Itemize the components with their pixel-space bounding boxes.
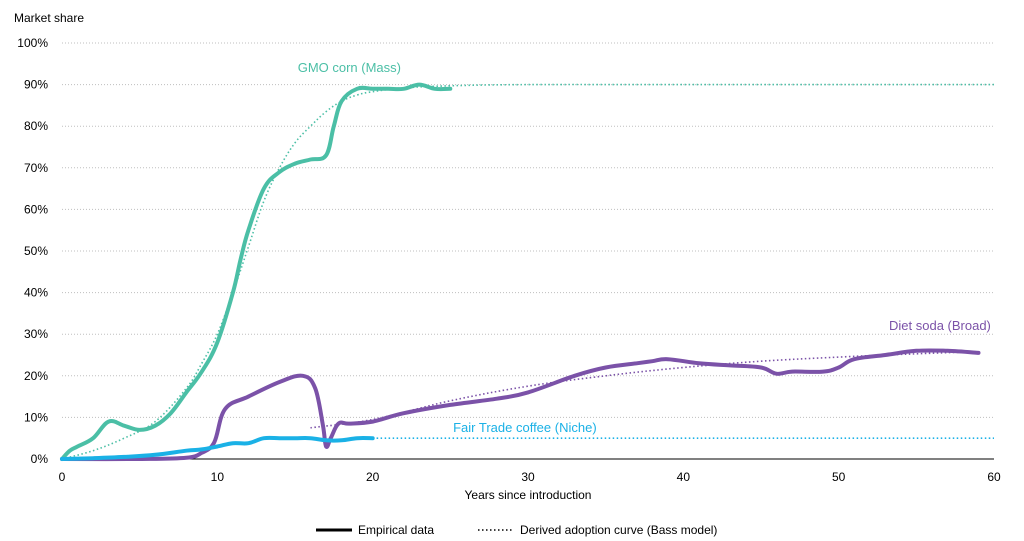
y-tick-label: 0% xyxy=(31,452,49,466)
diet-soda-empirical-line xyxy=(60,348,981,462)
legend-label-empirical: Empirical data xyxy=(358,523,434,537)
y-tick-label: 90% xyxy=(24,78,48,92)
gmo-corn-bass-curve xyxy=(61,83,994,460)
series-labels: GMO corn (Mass) Diet soda (Broad) Fair Tra… xyxy=(298,60,991,435)
gridlines xyxy=(62,42,994,418)
y-tick-label: 20% xyxy=(24,369,48,383)
x-tick-label: 50 xyxy=(832,470,846,484)
y-tick-labels: 0% 10% 20% 30% 40% 50% 60% 70% 80% 90% 100% xyxy=(17,36,48,466)
gmo-corn-label: GMO corn (Mass) xyxy=(298,60,401,75)
fair-trade-coffee-label: Fair Trade coffee (Niche) xyxy=(453,420,597,435)
y-tick-label: 80% xyxy=(24,119,48,133)
x-tick-labels: 0 10 20 30 40 50 60 xyxy=(59,470,1001,484)
y-tick-label: 100% xyxy=(17,36,48,50)
gmo-corn-empirical-line xyxy=(60,82,453,461)
x-tick-label: 10 xyxy=(211,470,225,484)
y-tick-label: 50% xyxy=(24,244,48,258)
y-tick-label: 70% xyxy=(24,161,48,175)
x-tick-label: 0 xyxy=(59,470,66,484)
y-tick-label: 30% xyxy=(24,327,48,341)
diet-soda-label: Diet soda (Broad) xyxy=(889,318,991,333)
fair-trade-coffee-empirical-line xyxy=(60,435,375,461)
x-tick-label: 20 xyxy=(366,470,380,484)
legend-label-bass: Derived adoption curve (Bass model) xyxy=(520,523,717,537)
y-tick-label: 60% xyxy=(24,202,48,216)
x-tick-label: 30 xyxy=(521,470,535,484)
y-tick-label: 10% xyxy=(24,410,48,424)
y-axis-title: Market share xyxy=(14,11,84,25)
legend: Empirical data Derived adoption curve (B… xyxy=(316,523,717,537)
x-axis-title: Years since introduction xyxy=(465,488,592,502)
y-tick-label: 40% xyxy=(24,286,48,300)
series-lines xyxy=(60,82,994,462)
x-tick-label: 40 xyxy=(677,470,691,484)
x-tick-label: 60 xyxy=(987,470,1001,484)
